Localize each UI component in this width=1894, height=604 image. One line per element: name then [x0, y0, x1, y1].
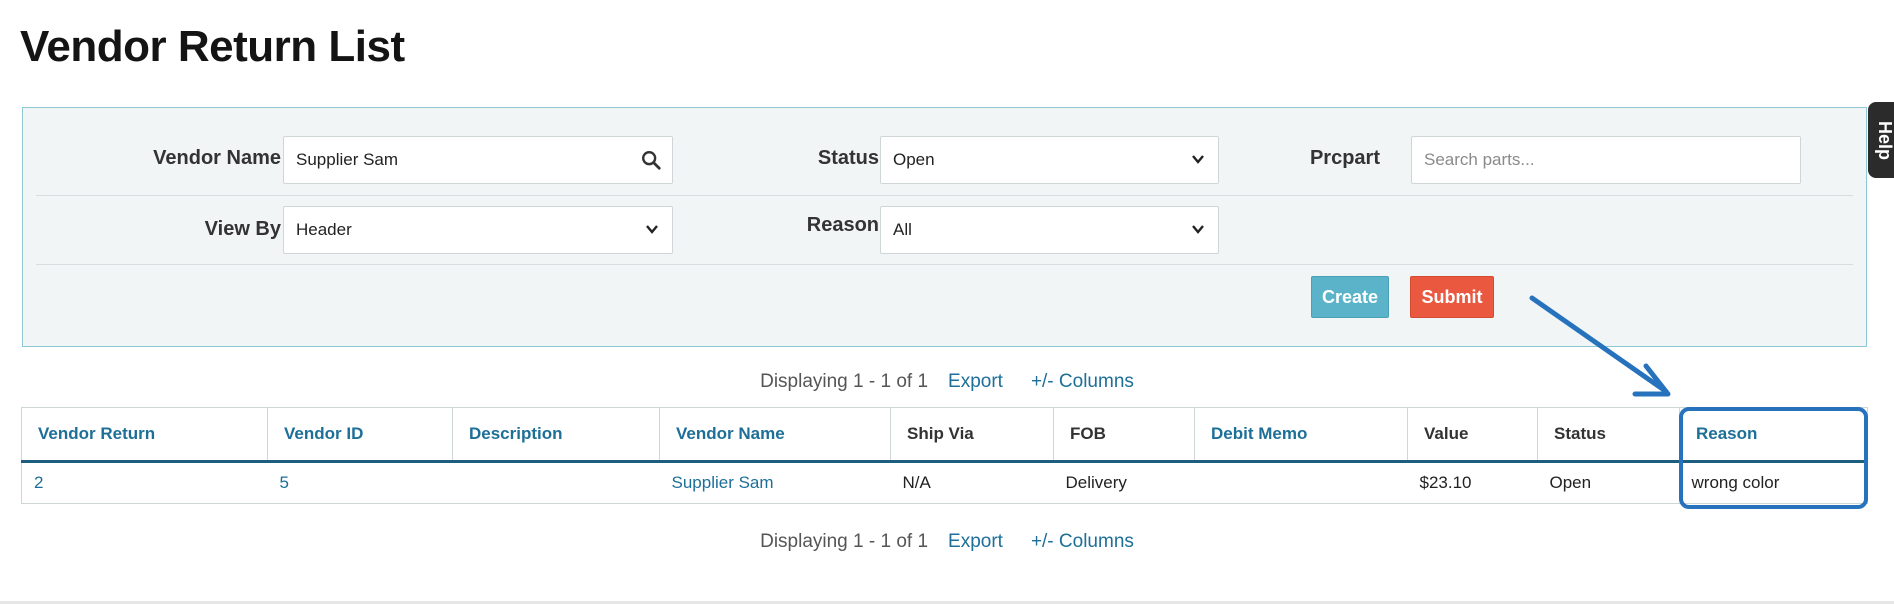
search-icon[interactable]	[640, 149, 662, 171]
chevron-down-icon	[1192, 155, 1204, 164]
col-header-description[interactable]: Description	[452, 407, 660, 463]
page-title: Vendor Return List	[20, 22, 405, 71]
vendor-name-value: Supplier Sam	[296, 150, 399, 169]
col-header-vendor-id[interactable]: Vendor ID	[267, 407, 453, 463]
col-header-value: Value	[1407, 407, 1538, 463]
cell-fob: Delivery	[1053, 461, 1195, 504]
chevron-down-icon	[646, 225, 658, 234]
prcpart-placeholder: Search parts...	[1424, 150, 1535, 169]
col-header-fob: FOB	[1053, 407, 1195, 463]
export-link[interactable]: Export	[948, 531, 1003, 552]
reason-select-value: All	[893, 220, 912, 239]
filter-row-divider	[36, 195, 1853, 196]
reason-label: Reason	[806, 214, 879, 236]
view-by-select[interactable]: Header	[283, 206, 673, 254]
reason-select[interactable]: All	[880, 206, 1219, 254]
footer-divider	[0, 601, 1894, 604]
cell-value: $23.10	[1407, 461, 1538, 504]
columns-toggle-link[interactable]: +/- Columns	[1030, 371, 1134, 392]
create-button[interactable]: Create	[1311, 276, 1389, 318]
status-select[interactable]: Open	[880, 136, 1219, 184]
status-select-value: Open	[893, 150, 935, 169]
view-by-select-value: Header	[296, 220, 352, 239]
cell-ship-via: N/A	[890, 461, 1054, 504]
table-header-row: Vendor Return Vendor ID Description Vend…	[21, 407, 1868, 463]
view-by-label: View By	[204, 218, 281, 240]
filter-row-divider	[36, 264, 1853, 265]
export-link[interactable]: Export	[948, 371, 1003, 392]
pager-status-text: Displaying 1 - 1 of 1	[760, 531, 929, 552]
pager-bottom: Displaying 1 - 1 of 1 Export +/- Columns	[0, 531, 1894, 553]
col-header-vendor-name[interactable]: Vendor Name	[659, 407, 891, 463]
help-tab[interactable]: Help	[1868, 102, 1894, 178]
cell-vendor-name[interactable]: Supplier Sam	[659, 461, 891, 504]
pager-top: Displaying 1 - 1 of 1 Export +/- Columns	[0, 371, 1894, 393]
status-label: Status	[817, 147, 879, 169]
pager-status-text: Displaying 1 - 1 of 1	[760, 371, 929, 392]
col-header-vendor-return[interactable]: Vendor Return	[21, 407, 268, 463]
cell-status: Open	[1537, 461, 1680, 504]
cell-reason: wrong color	[1679, 461, 1868, 504]
help-tab-label: Help	[1874, 120, 1894, 160]
columns-toggle-link[interactable]: +/- Columns	[1030, 531, 1134, 552]
vendor-name-label: Vendor Name	[153, 147, 281, 169]
cell-debit-memo	[1194, 461, 1408, 504]
table-row: 2 5 Supplier Sam N/A Delivery $23.10 Ope…	[21, 461, 1868, 504]
prcpart-search-input[interactable]: Search parts...	[1411, 136, 1801, 184]
vendor-return-table: Vendor Return Vendor ID Description Vend…	[21, 407, 1868, 504]
prcpart-label: Prcpart	[1309, 147, 1380, 169]
chevron-down-icon	[1192, 225, 1204, 234]
cell-description	[452, 461, 660, 504]
filter-panel: Vendor Name Supplier Sam Status Open Prc…	[22, 107, 1867, 347]
submit-button[interactable]: Submit	[1410, 276, 1494, 318]
col-header-ship-via: Ship Via	[890, 407, 1054, 463]
col-header-debit-memo[interactable]: Debit Memo	[1194, 407, 1408, 463]
col-header-reason[interactable]: Reason	[1679, 407, 1868, 463]
cell-vendor-return[interactable]: 2	[21, 461, 268, 504]
cell-vendor-id[interactable]: 5	[267, 461, 453, 504]
vendor-name-input[interactable]: Supplier Sam	[283, 136, 673, 184]
col-header-status: Status	[1537, 407, 1680, 463]
